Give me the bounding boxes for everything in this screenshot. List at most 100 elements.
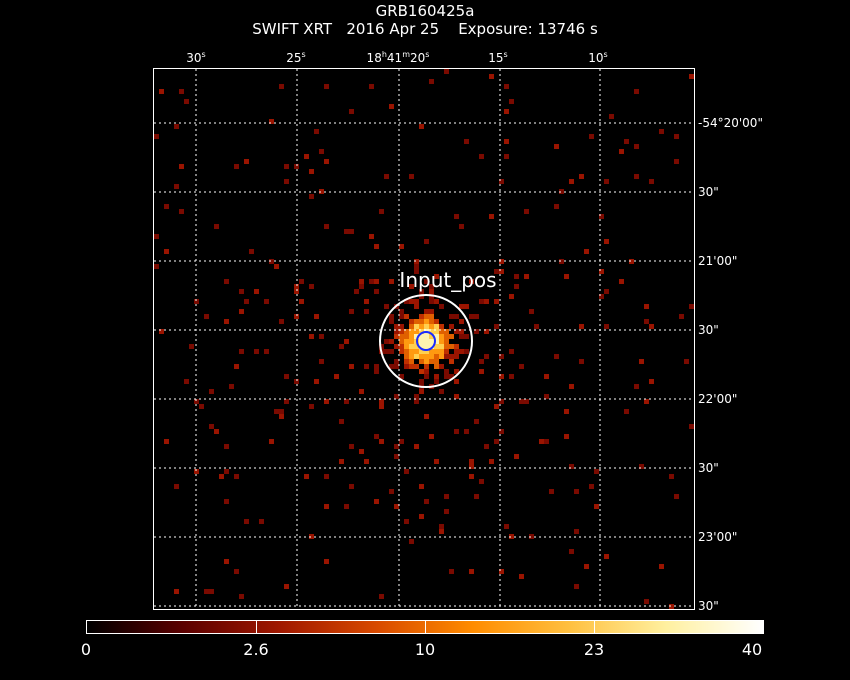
count-pixel	[484, 354, 489, 359]
count-pixel	[489, 74, 494, 79]
count-pixel	[559, 189, 564, 194]
count-pixel	[444, 369, 449, 374]
count-pixel	[529, 309, 534, 314]
count-pixel	[449, 344, 454, 349]
count-pixel	[259, 519, 264, 524]
count-pixel	[209, 424, 214, 429]
count-pixel	[589, 484, 594, 489]
count-pixel	[434, 319, 439, 324]
count-pixel	[419, 344, 424, 349]
count-pixel	[414, 344, 419, 349]
count-pixel	[449, 324, 454, 329]
count-pixel	[509, 99, 514, 104]
position-marker-circle	[416, 331, 436, 351]
count-pixel	[544, 394, 549, 399]
count-pixel	[349, 484, 354, 489]
count-pixel	[424, 324, 429, 329]
count-pixel	[394, 504, 399, 509]
count-pixel	[374, 364, 379, 369]
count-pixel	[374, 289, 379, 294]
count-pixel	[424, 344, 429, 349]
count-pixel	[454, 394, 459, 399]
count-pixel	[429, 79, 434, 84]
count-pixel	[394, 324, 399, 329]
count-pixel	[564, 274, 569, 279]
count-pixel	[419, 314, 424, 319]
count-pixel	[494, 404, 499, 409]
count-pixel	[444, 494, 449, 499]
count-pixel	[374, 499, 379, 504]
count-pixel	[179, 164, 184, 169]
count-pixel	[469, 474, 474, 479]
count-pixel	[429, 329, 434, 334]
count-pixel	[419, 324, 424, 329]
count-pixel	[344, 229, 349, 234]
count-pixel	[234, 569, 239, 574]
count-pixel	[534, 324, 539, 329]
count-pixel	[324, 224, 329, 229]
count-pixel	[659, 129, 664, 134]
count-pixel	[554, 204, 559, 209]
count-pixel	[644, 319, 649, 324]
count-pixel	[399, 329, 404, 334]
count-pixel	[419, 334, 424, 339]
count-pixel	[499, 259, 504, 264]
count-pixel	[439, 354, 444, 359]
count-pixel	[414, 354, 419, 359]
count-pixel	[449, 354, 454, 359]
count-pixel	[464, 304, 469, 309]
count-pixel	[544, 374, 549, 379]
count-pixel	[549, 489, 554, 494]
count-pixel	[474, 314, 479, 319]
count-pixel	[414, 319, 419, 324]
count-pixel	[639, 359, 644, 364]
count-pixel	[424, 374, 429, 379]
colorbar-tick	[256, 620, 257, 634]
count-pixel	[454, 329, 459, 334]
count-pixel	[304, 154, 309, 159]
count-pixel	[424, 349, 429, 354]
count-pixel	[629, 259, 634, 264]
count-pixel	[494, 324, 499, 329]
count-pixel	[284, 399, 289, 404]
count-pixel	[359, 449, 364, 454]
count-pixel	[449, 359, 454, 364]
count-pixel	[529, 534, 534, 539]
count-pixel	[674, 494, 679, 499]
count-pixel	[539, 439, 544, 444]
dec-tick-label: 30"	[698, 323, 719, 337]
count-pixel	[339, 344, 344, 349]
count-pixel	[179, 89, 184, 94]
count-pixel	[389, 319, 394, 324]
count-pixel	[674, 159, 679, 164]
count-pixel	[619, 279, 624, 284]
count-pixel	[254, 289, 259, 294]
count-pixel	[514, 274, 519, 279]
count-pixel	[569, 549, 574, 554]
count-pixel	[324, 159, 329, 164]
count-pixel	[574, 489, 579, 494]
count-pixel	[439, 529, 444, 534]
count-pixel	[159, 89, 164, 94]
count-pixel	[399, 439, 404, 444]
count-pixel	[424, 339, 429, 344]
count-pixel	[239, 349, 244, 354]
count-pixel	[404, 469, 409, 474]
count-pixel	[509, 374, 514, 379]
count-pixel	[429, 434, 434, 439]
count-pixel	[444, 374, 449, 379]
count-pixel	[464, 429, 469, 434]
count-pixel	[434, 379, 439, 384]
count-pixel	[604, 554, 609, 559]
count-pixel	[444, 354, 449, 359]
count-pixel	[409, 329, 414, 334]
count-pixel	[164, 439, 169, 444]
count-pixel	[154, 264, 159, 269]
count-pixel	[414, 269, 419, 274]
count-pixel	[269, 439, 274, 444]
count-pixel	[604, 289, 609, 294]
count-pixel	[579, 174, 584, 179]
count-pixel	[424, 314, 429, 319]
count-pixel	[399, 324, 404, 329]
count-pixel	[309, 404, 314, 409]
